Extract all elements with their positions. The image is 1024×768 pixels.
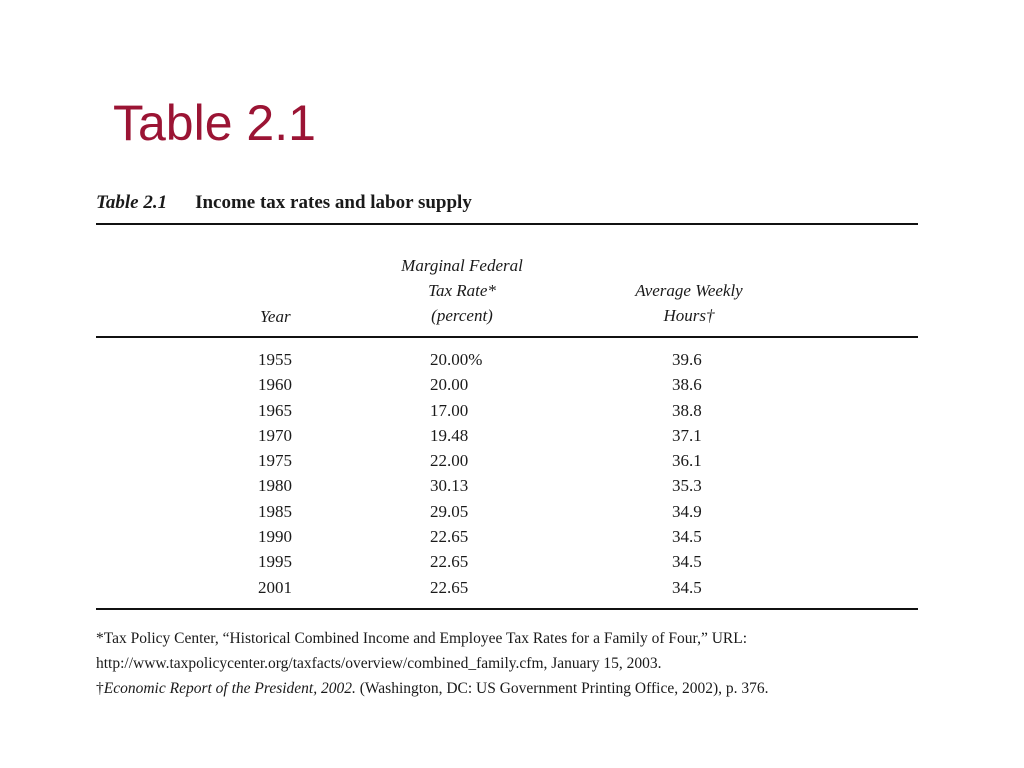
table-row: 1955 20.00% 39.6	[96, 350, 918, 375]
cell-hours: 38.8	[672, 400, 702, 420]
top-rule	[96, 223, 918, 225]
header-hours-line1: Average Weekly	[635, 281, 743, 300]
cell-rate: 17.00	[430, 400, 469, 420]
cell-hours: 37.1	[672, 425, 702, 445]
cell-year: 1980	[258, 476, 292, 496]
header-tax-rate-line1: Marginal Federal	[401, 256, 523, 275]
slide-title: Table 2.1	[113, 95, 316, 151]
cell-rate: 20.00	[430, 375, 469, 395]
bottom-rule	[96, 608, 918, 610]
table-caption: Table 2.1 Income tax rates and labor supp…	[96, 192, 472, 214]
table-notes: *Tax Policy Center, “Historical Combined…	[96, 626, 918, 701]
cell-year: 1985	[258, 501, 292, 521]
cell-rate: 22.65	[430, 527, 469, 547]
header-tax-rate: Marginal Federal Tax Rate* (percent)	[388, 253, 536, 328]
table-row: 1985 29.05 34.9	[96, 502, 918, 527]
cell-hours: 34.9	[672, 501, 702, 521]
note-economic-report: †Economic Report of the President, 2002.…	[96, 676, 918, 701]
table-row: 1980 30.13 35.3	[96, 476, 918, 501]
header-tax-rate-line2: Tax Rate*	[428, 281, 496, 300]
cell-year: 1955	[258, 350, 292, 369]
cell-hours: 39.6	[672, 350, 702, 369]
note-source-title: Economic Report of the President, 2002.	[103, 680, 356, 697]
table-figure: Table 2.1 Income tax rates and labor supp…	[96, 188, 918, 708]
table-body: 1955 20.00% 39.6 1960 20.00 38.6 1965 17.00 38…	[96, 350, 918, 603]
table-row: 1965 17.00 38.8	[96, 401, 918, 426]
header-weekly-hours: Average Weekly Hours†	[623, 278, 755, 328]
table-row: 1975 22.00 36.1	[96, 451, 918, 476]
cell-year: 1960	[258, 375, 292, 395]
cell-hours: 36.1	[672, 451, 702, 471]
note-dagger: †	[96, 680, 104, 697]
table-row: 1995 22.65 34.5	[96, 552, 918, 577]
header-hours-line2: Hours†	[663, 306, 715, 325]
cell-year: 1990	[258, 527, 292, 547]
cell-rate: 19.48	[430, 425, 469, 445]
cell-year: 1965	[258, 400, 292, 420]
table-row: 2001 22.65 34.5	[96, 578, 918, 603]
table-row: 1960 20.00 38.6	[96, 375, 918, 400]
cell-rate: 29.05	[430, 501, 469, 521]
note-tax-policy-line2: http://www.taxpolicycenter.org/taxfacts/…	[96, 655, 662, 672]
table-row: 1990 22.65 34.5	[96, 527, 918, 552]
note-source-rest: (Washington, DC: US Government Printing …	[355, 680, 769, 697]
cell-year: 1975	[258, 451, 292, 471]
cell-hours: 34.5	[672, 552, 702, 572]
header-rule	[96, 336, 918, 338]
cell-hours: 34.5	[672, 577, 702, 597]
cell-hours: 34.5	[672, 527, 702, 547]
cell-rate: 22.00	[430, 451, 469, 471]
cell-rate: 30.13	[430, 476, 469, 496]
header-tax-rate-line3: (percent)	[431, 306, 493, 325]
cell-hours: 35.3	[672, 476, 702, 496]
cell-year: 1995	[258, 552, 292, 572]
table-row: 1970 19.48 37.1	[96, 426, 918, 451]
cell-rate: 20.00%	[430, 350, 483, 369]
cell-year: 2001	[258, 577, 292, 597]
caption-text: Income tax rates and labor supply	[195, 192, 472, 213]
caption-number: Table 2.1	[96, 192, 168, 213]
cell-rate: 22.65	[430, 552, 469, 572]
note-tax-policy-line1: *Tax Policy Center, “Historical Combined…	[96, 630, 748, 647]
cell-year: 1970	[258, 425, 292, 445]
cell-rate: 22.65	[430, 577, 469, 597]
header-year: Year	[260, 307, 291, 326]
cell-hours: 38.6	[672, 375, 702, 395]
